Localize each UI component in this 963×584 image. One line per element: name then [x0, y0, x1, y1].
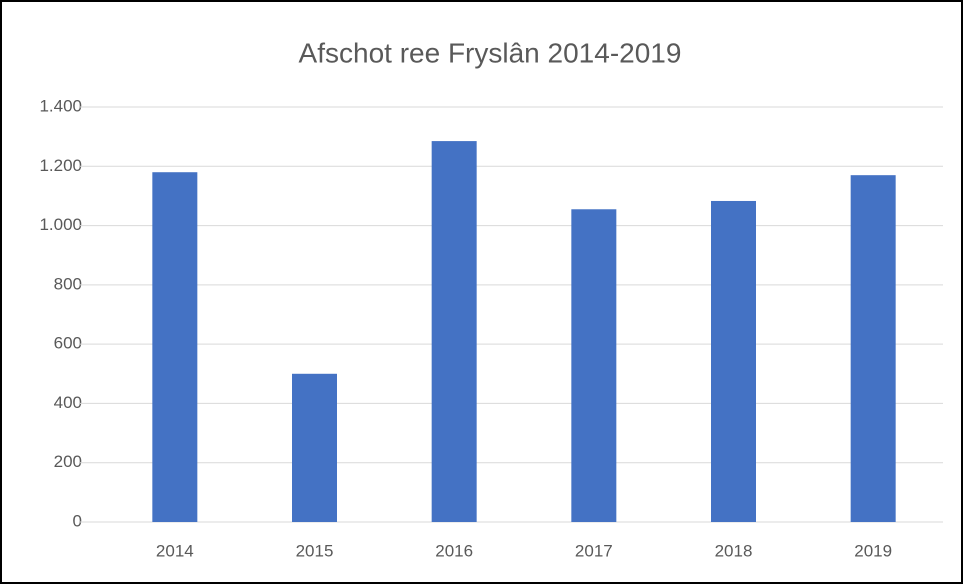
y-tick-label: 1.000	[39, 215, 82, 234]
bar	[571, 209, 617, 522]
y-tick-label: 600	[54, 334, 82, 353]
y-tick-label: 400	[54, 393, 82, 412]
y-tick-label: 0	[73, 511, 82, 530]
y-tick-label: 1.200	[39, 156, 82, 175]
bar	[431, 141, 477, 522]
x-tick-label: 2014	[156, 541, 194, 560]
bar	[850, 175, 896, 522]
chart-title: Afschot ree Fryslân 2014-2019	[299, 37, 682, 68]
x-tick-label: 2016	[435, 541, 473, 560]
y-tick-label: 800	[54, 274, 82, 293]
y-tick-label: 1.400	[39, 96, 82, 115]
x-tick-label: 2019	[854, 541, 892, 560]
bar	[152, 172, 198, 522]
y-tick-label: 200	[54, 452, 82, 471]
x-tick-label: 2018	[715, 541, 753, 560]
x-tick-label: 2015	[296, 541, 334, 560]
x-tick-label: 2017	[575, 541, 613, 560]
bar	[711, 200, 756, 523]
bar	[292, 373, 337, 522]
